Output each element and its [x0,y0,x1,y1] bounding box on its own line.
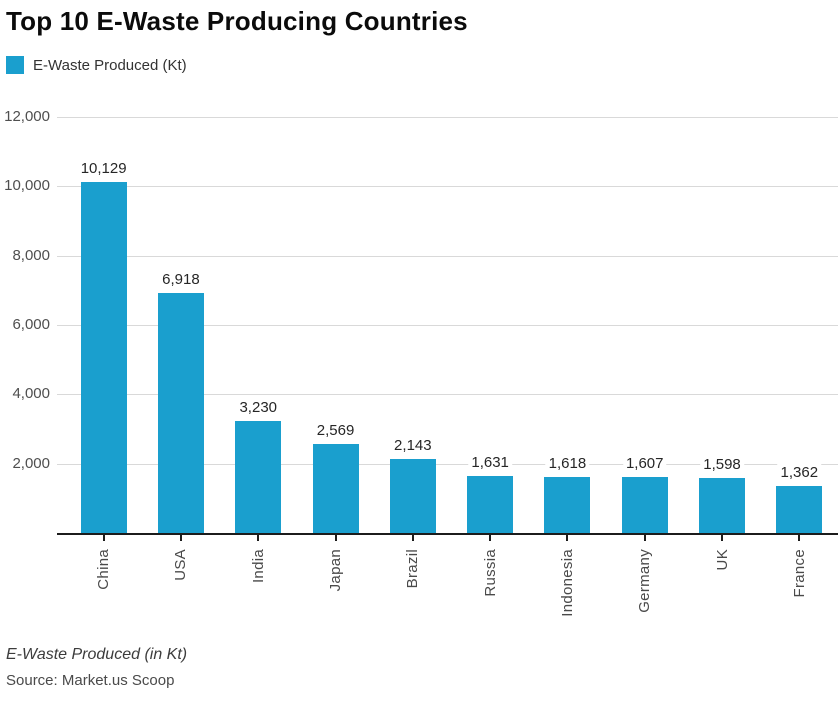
x-axis-tick [566,535,569,541]
bar-column: 2,569 [297,117,374,541]
gridline [57,255,838,257]
bar-column: 1,598 [683,117,760,541]
x-axis-tick [334,535,337,541]
y-axis-tick-label: 2,000 [12,454,50,472]
axis-footnote: E-Waste Produced (in Kt) [6,646,188,663]
bar-column: 1,607 [606,117,683,541]
bar-value-label: 1,362 [777,463,822,481]
bar-indonesia [544,476,591,533]
y-axis-tick-label: 8,000 [12,246,50,264]
bar-usa [157,293,204,533]
bar-column: 1,618 [529,117,606,541]
x-axis-tick [721,535,724,541]
x-axis-category-label: USA [172,549,190,581]
source-credit: Source: Market.us Scoop [6,672,175,689]
bar-germany [621,477,668,533]
y-axis-tick-label: 10,000 [4,177,50,195]
gridline [57,394,838,396]
x-axis-category-label: China [95,549,113,590]
bar-column: 6,918 [142,117,219,541]
bar-brazil [389,458,436,533]
gridline [57,463,838,465]
x-axis-cell: Brazil [374,549,451,617]
bar-value-label: 1,631 [468,454,512,472]
x-axis-cell: Japan [297,549,374,617]
bar-column: 1,631 [451,117,528,541]
bar-value-label: 3,230 [236,399,281,417]
y-axis-labels: 2,000 4,000 6,000 8,000 10,000 12,000 [0,108,50,533]
x-axis-tick [411,535,414,541]
x-axis-category-label: India [249,549,267,584]
x-axis-tick [179,535,182,541]
bar-india [235,421,282,533]
bar-value-label: 1,598 [700,455,744,473]
bar-value-label: 1,618 [545,454,590,472]
bar-value-label: 2,569 [313,421,358,439]
x-axis-tick [257,535,260,541]
x-axis-category-label: Russia [481,549,499,597]
bar-france [776,485,823,533]
x-axis-category-label: UK [713,549,731,571]
x-axis-labels: China USA India Japan Brazil Russia Indonesia G… [65,549,838,617]
x-axis-cell: Germany [606,549,683,617]
x-axis-cell: France [761,549,838,617]
x-axis-tick [798,535,801,541]
plot-area: 10,129 6,918 3,230 2,569 2,143 1,631 1,618 1,60… [57,117,838,541]
y-axis-tick-label: 4,000 [12,385,50,403]
x-axis-category-label: Brazil [404,549,422,589]
bar-china [80,181,127,533]
bar-value-label: 2,143 [391,436,435,454]
legend-swatch [6,56,24,74]
x-axis-cell: USA [142,549,219,617]
bar-column: 1,362 [761,117,838,541]
bar-value-label: 6,918 [159,271,203,289]
x-axis-tick [102,535,105,541]
bar-value-label: 1,607 [622,455,667,473]
x-axis-category-label: Indonesia [558,549,576,617]
bar-column: 3,230 [220,117,297,541]
bar-column: 10,129 [65,117,142,541]
bars-layer: 10,129 6,918 3,230 2,569 2,143 1,631 1,618 1,60… [65,117,838,541]
bar-value-label: 10,129 [77,159,130,177]
x-axis-category-label: France [790,549,808,598]
x-axis-cell: UK [683,549,760,617]
legend: E-Waste Produced (Kt) [6,56,187,74]
y-axis-tick-label: 6,000 [12,316,50,333]
x-axis-cell: Russia [451,549,528,617]
x-axis-cell: Indonesia [529,549,606,617]
x-axis-category-label: Germany [636,549,654,613]
bar-column: 2,143 [374,117,451,541]
x-axis-category-label: Japan [327,549,345,592]
x-axis-cell: China [65,549,142,617]
gridline [57,325,838,326]
bar-uk [699,477,746,533]
bar-russia [467,476,514,533]
gridline [57,186,838,188]
x-axis-tick [643,535,646,541]
legend-label: E-Waste Produced (Kt) [33,56,187,74]
bar-japan [312,443,359,533]
gridline [57,117,838,118]
chart-title: Top 10 E-Waste Producing Countries [6,6,468,36]
x-axis-tick [489,535,492,541]
y-axis-tick-label: 12,000 [4,108,50,125]
x-axis-cell: India [220,549,297,617]
